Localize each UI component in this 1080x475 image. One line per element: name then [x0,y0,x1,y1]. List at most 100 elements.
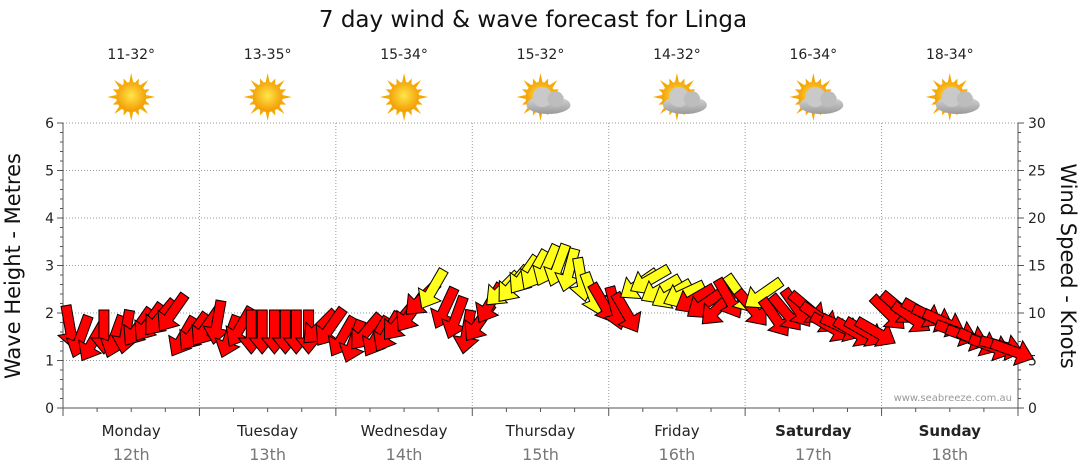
sun-ray [652,95,663,99]
sun-ray [387,80,395,88]
sun-ray [135,78,139,85]
sun-ray [250,80,259,88]
sun-ray [522,100,528,105]
partly-cloudy-icon [925,73,980,121]
day-name: Wednesday [361,422,448,440]
day-temp-range: 15-32° [517,47,565,63]
sun-ray [931,100,937,105]
sun-ray [932,80,941,88]
sun-ray [387,106,395,114]
day-date: 14th [386,445,423,464]
sun-rays [107,73,156,121]
sun-ray [402,73,407,83]
cloud-shape [799,87,844,114]
sun-ray [796,80,805,88]
sun-ray [280,100,287,105]
sun-ray [538,73,543,83]
plot-area: 0 1 2 3 4 5 6 0 5 10 15 20 25 30 www.seabreeze.com.a… [45,116,1046,417]
day-date: 17th [795,445,832,464]
sun-ray [107,95,117,99]
sun-ray [385,100,392,105]
day-date: 15th [522,445,559,464]
cloud-shape [662,87,707,114]
right-tick-label: 5 [1028,354,1037,370]
sun-rays [243,73,292,121]
wind-arrow-shape [610,290,642,333]
cloud-puff [820,91,837,107]
cloud-puff [668,87,689,107]
wind-arrow [417,267,449,309]
sun-ray [385,89,392,94]
right-y-ticks: 0 5 10 15 20 25 30 [1018,116,1046,417]
sun-ray [794,89,801,94]
sun-ray [947,111,952,121]
sun-ray [249,89,255,94]
day-temp-range: 15-34° [380,47,428,63]
sun-ray [811,111,816,121]
sun-ray [140,106,149,114]
sun-ray [123,78,128,85]
sun-ray [805,78,810,85]
sun-ray [674,73,679,83]
left-tick-label: 2 [45,306,54,322]
sun-ray [114,80,123,88]
sun-ray [953,78,958,85]
sun-ray [140,80,149,88]
cloud-shape [935,87,980,114]
sun-ray [250,106,259,114]
sun-ray [249,100,255,105]
wind-arrow [157,291,190,332]
sun-ray [396,109,401,116]
sun-ray [413,106,422,114]
sun-ray [925,95,935,99]
sun-disc [252,82,283,112]
sunny-icon [107,73,156,121]
sun-ray [817,78,822,85]
right-tick-label: 20 [1028,211,1046,227]
cloud-shape [526,87,571,114]
sun-ray [129,111,134,121]
left-tick-label: 6 [45,116,54,132]
sun-ray [129,73,134,83]
left-y-ticks: 0 1 2 3 4 5 6 [45,116,63,417]
wind-arrow-shape [842,315,885,347]
day-name: Tuesday [236,422,298,440]
sun-ray [958,80,967,88]
sun-ray [271,109,276,116]
day-name: Thursday [505,422,576,440]
sun-ray [407,78,412,85]
sun-ray [380,95,390,99]
sun-ray [686,80,694,88]
left-tick-label: 5 [45,164,54,180]
sun-ray [271,78,276,85]
sun-ray [417,89,423,94]
partly-cloudy-icon [652,73,707,121]
left-tick-label: 0 [45,401,54,417]
day-date: 18th [931,445,968,464]
day-temp-range: 11-32° [107,47,155,63]
cloud-puff [956,91,973,107]
watermark: www.seabreeze.com.au [894,393,1012,404]
day-name: Friday [654,422,700,440]
sun-ray [538,111,543,121]
chart-title: 7 day wind & wave forecast for Linga [319,7,747,33]
sun-ray [417,100,423,105]
partly-cloudy-icon [789,73,844,121]
sun-ray [396,78,401,85]
sun-ray [931,89,937,94]
day-date: 16th [659,445,696,464]
sun-ray [265,73,270,83]
sun-ray [522,89,528,94]
sun-ray [282,95,292,99]
sun-ray [407,109,412,116]
sun-ray [523,80,532,88]
sun-ray [811,73,816,83]
right-tick-label: 0 [1028,401,1037,417]
sun-ray [658,89,664,94]
day-axis: Monday 12th Tuesday 13th Wednesday 14th Thursd… [62,408,1019,464]
sun-ray [402,111,407,121]
cloud-puff [805,87,826,107]
sun-ray [413,80,422,88]
sun-ray [276,106,285,114]
